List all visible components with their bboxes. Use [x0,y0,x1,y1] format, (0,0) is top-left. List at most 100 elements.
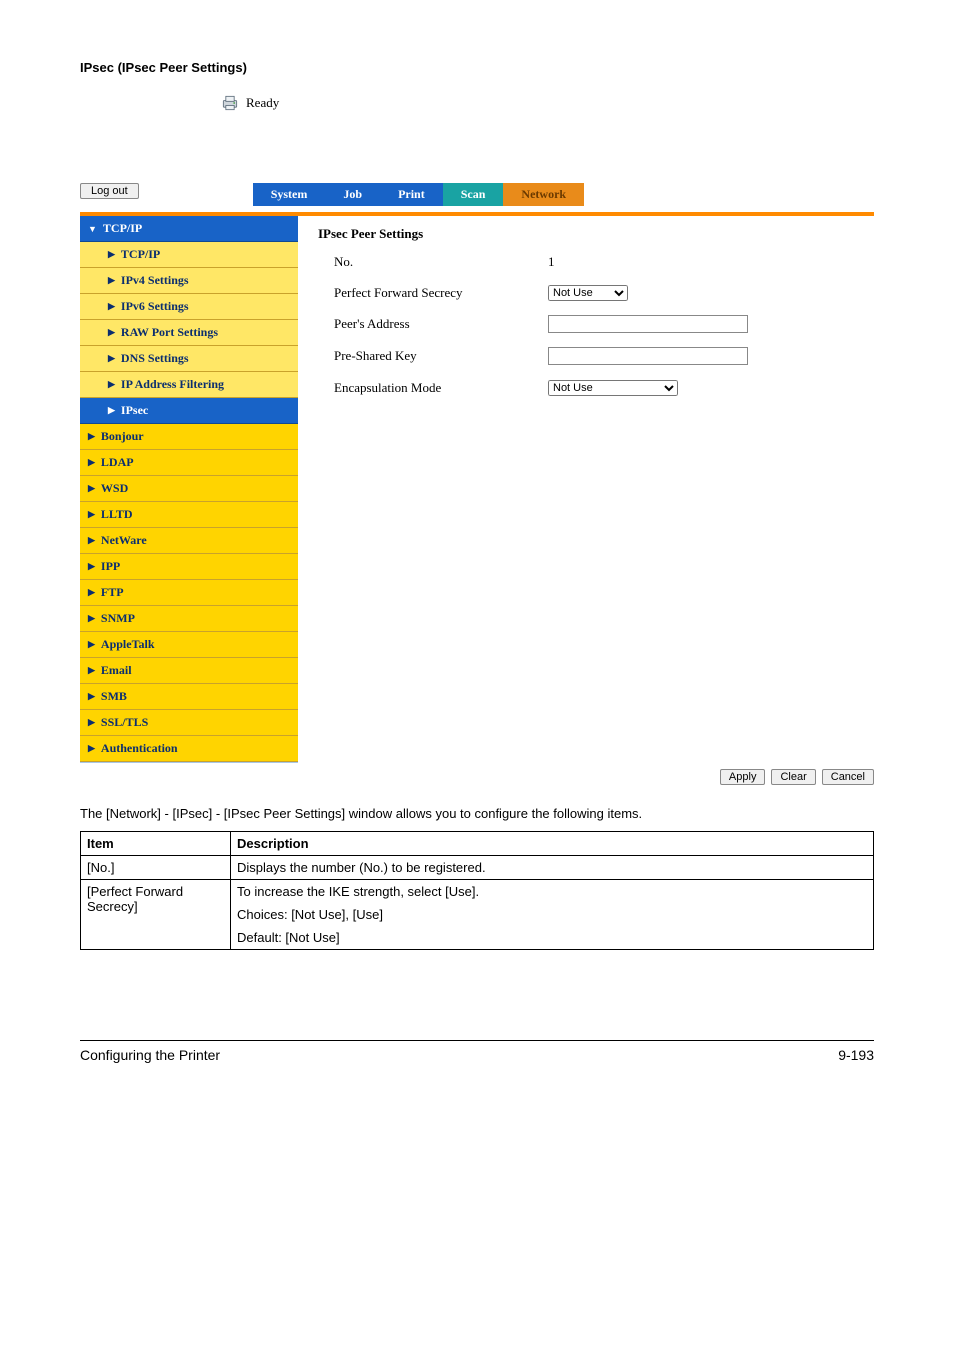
sidebar-item-ssl-tls[interactable]: ▶SSL/TLS [80,710,298,736]
th-item: Item [81,831,231,855]
sidebar-item-label: DNS Settings [121,351,189,366]
sidebar-item-netware[interactable]: ▶ NetWare [80,528,298,554]
arrow-icon: ▶ [108,249,115,260]
sidebar-item-email[interactable]: ▶ Email [80,658,298,684]
sidebar-item-ip-address-filtering[interactable]: ▶ IP Address Filtering [80,372,298,398]
arrow-icon: ▶ [88,691,95,702]
sidebar-item-label: IP Address Filtering [121,377,224,392]
td-desc-1-line-0: To increase the IKE strength, select [Us… [237,884,867,899]
row-pfs: Perfect Forward Secrecy Not Use [318,284,874,301]
sidebar-item-tcp-ip[interactable]: ▶ TCP/IP [80,242,298,268]
sidebar-item-ldap[interactable]: ▶ LDAP [80,450,298,476]
status-row: Ready [220,93,874,113]
sidebar-item-ftp[interactable]: ▶ FTP [80,580,298,606]
arrow-icon: ▶ [88,743,95,754]
arrow-icon: ▶ [108,275,115,286]
sidebar-item-wsd[interactable]: ▶ WSD [80,476,298,502]
footer-right: 9-193 [838,1047,874,1063]
content-title: IPsec Peer Settings [318,226,874,242]
arrow-icon: ▶ [108,405,115,416]
tab-system[interactable]: System [253,183,326,206]
sidebar-item-appletalk[interactable]: ▶ AppleTalk [80,632,298,658]
tab-network[interactable]: Network [503,183,584,206]
content-area: IPsec Peer Settings No. 1 Perfect Forwar… [318,216,874,410]
page-heading: IPsec (IPsec Peer Settings) [80,60,874,75]
sidebar-item-label: SSL/TLS [101,715,148,730]
tab-bar: SystemJobPrintScanNetwork [253,183,584,206]
arrow-icon: ▶ [88,613,95,624]
sidebar-item-label: SMB [101,689,127,704]
th-desc: Description [231,831,874,855]
row-peer: Peer's Address [318,315,874,333]
sidebar-item-label: TCP/IP [121,247,160,262]
arrow-icon: ▶ [108,327,115,338]
value-no: 1 [548,254,555,270]
arrow-icon: ▶ [88,535,95,546]
clear-button[interactable]: Clear [771,769,815,785]
sidebar-item-label: Authentication [101,741,178,756]
logout-button[interactable]: Log out [80,183,139,199]
sidebar-item-authentication[interactable]: ▶ Authentication [80,736,298,762]
body-text: The [Network] - [IPsec] - [IPsec Peer Se… [80,805,874,823]
sidebar-item-label: IPsec [121,403,148,418]
label-no: No. [318,254,548,270]
arrow-icon: ▶ [88,431,95,442]
label-psk: Pre-Shared Key [318,348,548,364]
select-encapsulation-mode[interactable]: Not Use [548,380,678,396]
td-desc-1-line-2: Default: [Not Use] [237,930,867,945]
sidebar-item-raw-port-settings[interactable]: ▶ RAW Port Settings [80,320,298,346]
row-no: No. 1 [318,254,874,270]
td-desc-1-line-1: Choices: [Not Use], [Use] [237,907,867,922]
apply-button[interactable]: Apply [720,769,766,785]
description-table: Item Description [No.] Displays the numb… [80,831,874,950]
sidebar-item-label: IPv4 Settings [121,273,189,288]
arrow-icon: ▶ [88,639,95,650]
arrow-icon: ▶ [88,457,95,468]
input-pre-shared-key[interactable] [548,347,748,365]
label-pfs: Perfect Forward Secrecy [318,285,548,301]
select-pfs[interactable]: Not Use [548,285,628,301]
row-psk: Pre-Shared Key [318,347,874,365]
sidebar-item-label: LDAP [101,455,134,470]
td-item-1: [Perfect Forward Secrecy] [81,879,231,949]
td-desc-0: Displays the number (No.) to be register… [231,855,874,879]
arrow-icon: ▶ [88,483,95,494]
arrow-icon: ▶ [88,665,95,676]
arrow-icon: ▶ [88,509,95,520]
arrow-icon: ▼ [88,224,97,234]
sidebar-item-ipp[interactable]: ▶IPP [80,554,298,580]
sidebar-item-label: SNMP [101,611,135,626]
sidebar-item-tcp-ip[interactable]: ▼TCP/IP [80,216,298,242]
tab-job[interactable]: Job [325,183,380,206]
sidebar-item-label: AppleTalk [101,637,155,652]
cancel-button[interactable]: Cancel [822,769,874,785]
sidebar-item-bonjour[interactable]: ▶ Bonjour [80,424,298,450]
sidebar-item-label: RAW Port Settings [121,325,218,340]
sidebar-item-lltd[interactable]: ▶ LLTD [80,502,298,528]
sidebar-item-dns-settings[interactable]: ▶ DNS Settings [80,346,298,372]
arrow-icon: ▶ [108,301,115,312]
sidebar-item-label: LLTD [101,507,133,522]
sidebar-item-ipsec[interactable]: ▶ IPsec [80,398,298,424]
tab-scan[interactable]: Scan [443,183,504,206]
arrow-icon: ▶ [88,587,95,598]
status-text: Ready [246,95,279,111]
button-bar: Apply Clear Cancel [80,769,874,785]
sidebar-item-ipv6-settings[interactable]: ▶IPv6 Settings [80,294,298,320]
sidebar-item-snmp[interactable]: ▶ SNMP [80,606,298,632]
sidebar-item-label: Email [101,663,132,678]
arrow-icon: ▶ [108,379,115,390]
td-item-0: [No.] [81,855,231,879]
sidebar-item-label: FTP [101,585,124,600]
label-peer: Peer's Address [318,316,548,332]
printer-ready-icon [220,93,240,113]
arrow-icon: ▶ [108,353,115,364]
sidebar-item-label: NetWare [101,533,147,548]
sidebar-item-ipv4-settings[interactable]: ▶ IPv4 Settings [80,268,298,294]
sidebar: ▼TCP/IP ▶ TCP/IP ▶ IPv4 Settings ▶IPv6 Settin… [80,216,298,763]
sidebar-item-label: Bonjour [101,429,144,444]
tab-print[interactable]: Print [380,183,443,206]
sidebar-item-label: WSD [101,481,128,496]
sidebar-item-smb[interactable]: ▶ SMB [80,684,298,710]
input-peer-address[interactable] [548,315,748,333]
